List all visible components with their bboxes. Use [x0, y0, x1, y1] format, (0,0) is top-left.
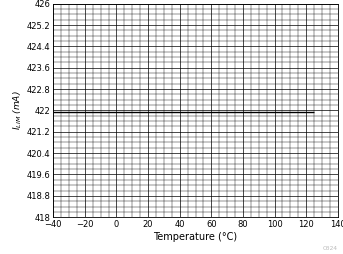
X-axis label: Temperature (°C): Temperature (°C)	[153, 232, 238, 242]
Y-axis label: $I_{LIM}$ (mA): $I_{LIM}$ (mA)	[11, 91, 24, 130]
Text: C024: C024	[323, 246, 338, 251]
